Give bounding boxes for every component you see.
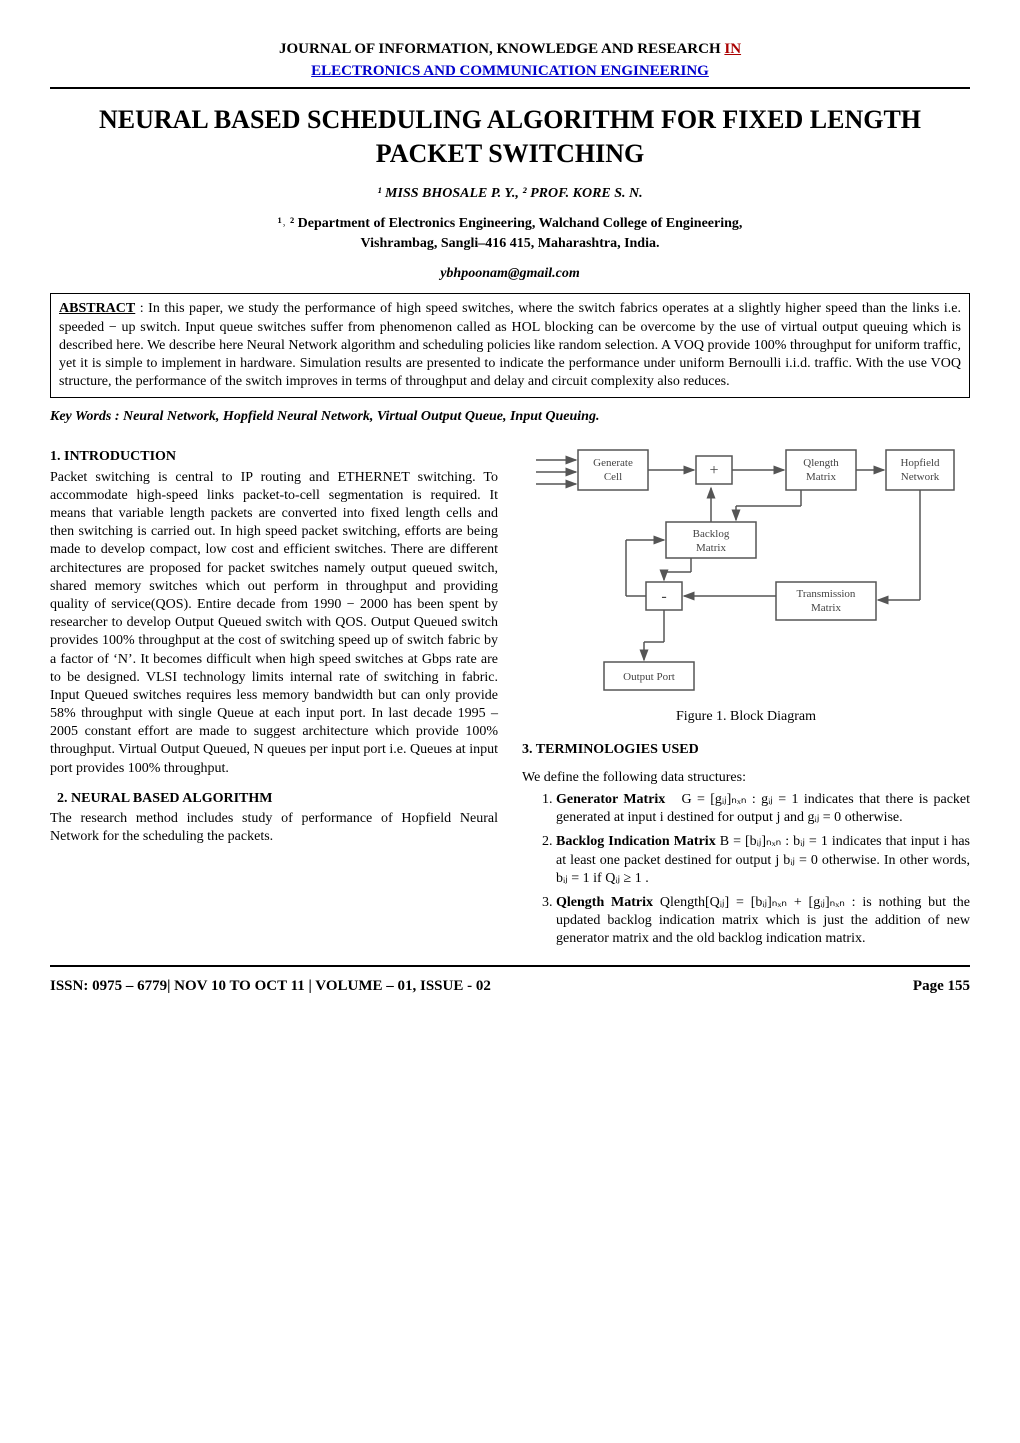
svg-text:Network: Network: [901, 471, 940, 483]
authors: ¹ MISS BHOSALE P. Y., ² PROF. KORE S. N.: [50, 185, 970, 203]
paper-title: NEURAL BASED SCHEDULING ALGORITHM FOR FI…: [50, 103, 970, 171]
section2-title-text: 2. NEURAL BASED ALGORITHM: [57, 791, 272, 806]
def2-formula1: B = [bᵢⱼ]ₙₓₙ : bᵢⱼ = 1: [720, 834, 828, 849]
bottom-rule: [50, 965, 970, 967]
section2-title: 2. NEURAL BASED ALGORITHM: [50, 790, 498, 808]
journal-header-line1: JOURNAL OF INFORMATION, KNOWLEDGE AND RE…: [50, 40, 970, 60]
def-qlength: Qlength Matrix Qlength[Qᵢⱼ] = [bᵢⱼ]ₙₓₙ +…: [556, 894, 970, 949]
def1-label: Generator Matrix: [556, 792, 665, 807]
svg-text:Matrix: Matrix: [806, 471, 836, 483]
journal-plain: JOURNAL OF INFORMATION, KNOWLEDGE AND RE…: [279, 41, 724, 57]
box-output: Output Port: [623, 671, 675, 683]
section1-title: 1. INTRODUCTION: [50, 448, 498, 466]
def-backlog: Backlog Indication Matrix B = [bᵢⱼ]ₙₓₙ :…: [556, 833, 970, 888]
def1-formula1: G = [gᵢⱼ]ₙₓₙ : gᵢⱼ = 1: [681, 792, 798, 807]
definitions-list: Generator Matrix G = [gᵢⱼ]ₙₓₙ : gᵢⱼ = 1 …: [522, 791, 970, 949]
def2-formula3: bᵢⱼ = 1: [556, 871, 590, 886]
top-rule: [50, 87, 970, 89]
section3-intro: We define the following data structures:: [522, 769, 970, 787]
box-plus: +: [709, 462, 718, 479]
keywords: Key Words : Neural Network, Hopfield Neu…: [50, 408, 970, 426]
box-generate: Generate: [593, 457, 633, 469]
two-column-layout: 1. INTRODUCTION Packet switching is cent…: [50, 442, 970, 954]
section2-body: The research method includes study of pe…: [50, 810, 498, 846]
box-qlength: Qlength: [803, 457, 839, 469]
svg-text:Cell: Cell: [604, 471, 622, 483]
email: ybhpoonam@gmail.com: [50, 265, 970, 283]
box-transmission: Transmission: [797, 588, 856, 600]
journal-blue[interactable]: ELECTRONICS AND COMMUNICATION ENGINEERIN…: [311, 63, 709, 79]
footer-right: Page 155: [913, 977, 970, 997]
svg-text:Matrix: Matrix: [696, 542, 726, 554]
section3-title: 3. TERMINOLOGIES USED: [522, 741, 970, 759]
abstract-box: ABSTRACT : In this paper, we study the p…: [50, 293, 970, 398]
def1-tail: otherwise.: [845, 810, 903, 825]
footer-left: ISSN: 0975 – 6779| NOV 10 TO OCT 11 | VO…: [50, 977, 491, 997]
footer: ISSN: 0975 – 6779| NOV 10 TO OCT 11 | VO…: [50, 977, 970, 997]
journal-red: IN: [724, 41, 741, 57]
abstract-text: : In this paper, we study the performanc…: [59, 301, 961, 389]
def2-formula4: Qᵢⱼ ≥ 1: [605, 871, 642, 886]
box-backlog: Backlog: [693, 528, 730, 540]
def2-label: Backlog Indication Matrix: [556, 834, 716, 849]
def2-tail: .: [645, 871, 649, 886]
box-hopfield: Hopfield: [900, 457, 940, 469]
def2-mid: otherwise. In other words,: [822, 853, 970, 868]
affiliation-line1: ¹˒ ² Department of Electronics Engineeri…: [50, 215, 970, 233]
section1-body: Packet switching is central to IP routin…: [50, 469, 498, 778]
journal-header-line2: ELECTRONICS AND COMMUNICATION ENGINEERIN…: [50, 62, 970, 82]
right-column: Generate Cell + Qlength Matrix Hopfield …: [522, 442, 970, 954]
def2-mid2: if: [593, 871, 605, 886]
affiliation-line2: Vishrambag, Sangli–416 415, Maharashtra,…: [50, 235, 970, 253]
block-diagram: Generate Cell + Qlength Matrix Hopfield …: [536, 442, 956, 702]
svg-text:Matrix: Matrix: [811, 602, 841, 614]
figure1-caption: Figure 1. Block Diagram: [522, 708, 970, 726]
def1-formula2: gᵢⱼ = 0: [808, 810, 842, 825]
abstract-label: ABSTRACT: [59, 301, 135, 316]
def3-formula1: Qlength[Qᵢⱼ] = [bᵢⱼ]ₙₓₙ + [gᵢⱼ]ₙₓₙ :: [660, 895, 856, 910]
box-minus: -: [661, 588, 666, 605]
def-generator: Generator Matrix G = [gᵢⱼ]ₙₓₙ : gᵢⱼ = 1 …: [556, 791, 970, 827]
def3-label: Qlength Matrix: [556, 895, 653, 910]
left-column: 1. INTRODUCTION Packet switching is cent…: [50, 442, 498, 954]
def2-formula2: bᵢⱼ = 0: [783, 853, 818, 868]
